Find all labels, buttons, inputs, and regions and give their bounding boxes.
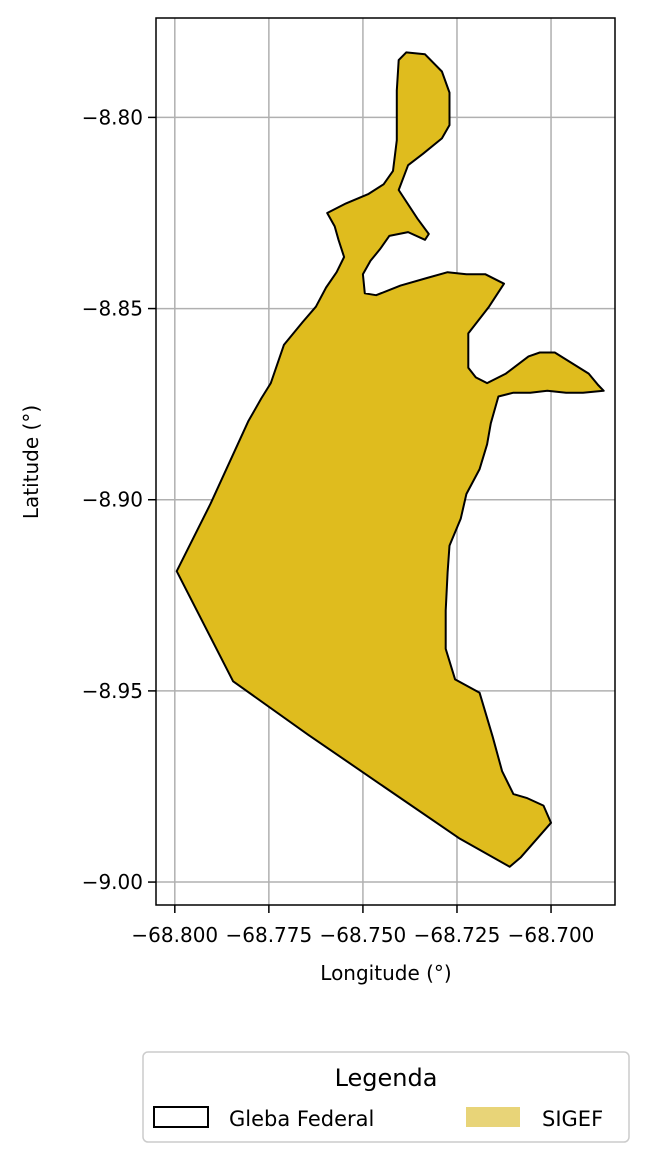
legend-title: Legenda	[335, 1064, 438, 1092]
y-axis: −8.80 −8.85 −8.90 −8.95 −9.00	[82, 105, 156, 894]
x-axis: −68.800 −68.775 −68.750 −68.725 −68.700	[131, 905, 594, 947]
x-tick-label: −68.775	[225, 923, 312, 947]
legend-swatch-sigef	[466, 1107, 520, 1127]
y-tick-label: −8.95	[82, 679, 143, 703]
y-tick-label: −8.90	[82, 488, 143, 512]
x-tick-label: −68.750	[320, 923, 407, 947]
y-tick-label: −8.80	[82, 105, 143, 129]
y-tick-label: −8.85	[82, 297, 143, 321]
y-tick-label: −9.00	[82, 870, 143, 894]
x-tick-label: −68.800	[131, 923, 218, 947]
plot-frame	[155, 17, 616, 906]
legend-label-sigef: SIGEF	[542, 1107, 603, 1131]
y-axis-label: Latitude (°)	[19, 405, 43, 519]
x-tick-label: −68.725	[414, 923, 501, 947]
x-tick-label: −68.700	[508, 923, 595, 947]
legend-label-gleba-federal: Gleba Federal	[229, 1107, 374, 1131]
legend-swatch-gleba-federal	[153, 1106, 209, 1128]
sigef-area	[175, 51, 605, 868]
legend: Legenda Gleba Federal SIGEF	[142, 1051, 630, 1143]
x-axis-label: Longitude (°)	[320, 961, 451, 985]
